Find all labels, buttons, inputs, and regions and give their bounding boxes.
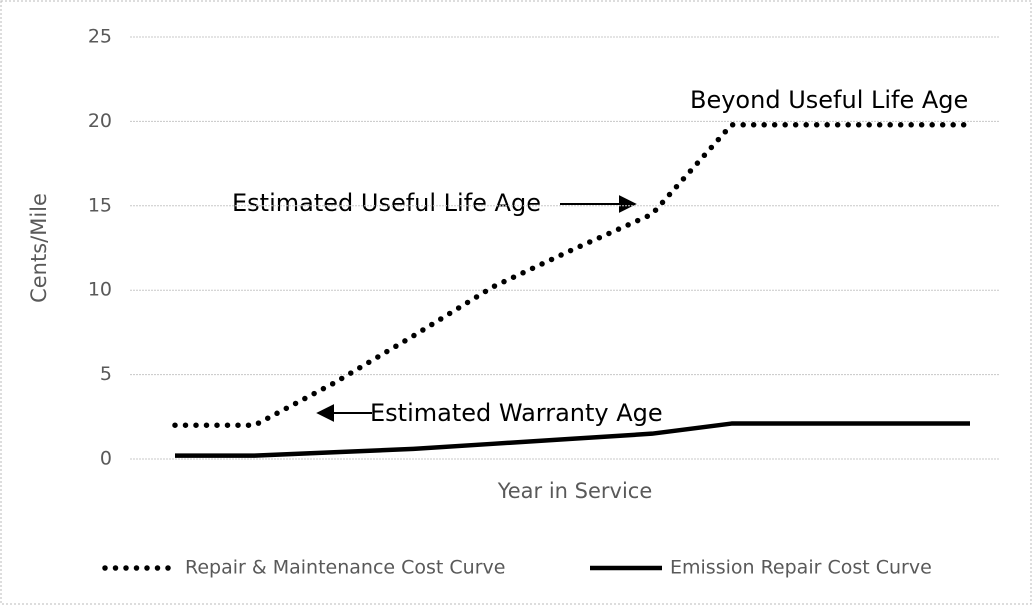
legend-label: Repair & Maintenance Cost Curve <box>185 557 505 579</box>
x-axis-label: Year in Service <box>497 479 653 503</box>
annotation: Estimated Warranty Age <box>370 399 663 427</box>
legend-label: Emission Repair Cost Curve <box>670 557 932 579</box>
series-line <box>175 421 970 458</box>
y-tick-label: 20 <box>88 110 112 132</box>
y-axis-label: Cents/Mile <box>27 193 51 303</box>
annotation: Estimated Useful Life Age <box>232 189 541 217</box>
series-line <box>172 122 973 428</box>
y-tick-label: 25 <box>88 26 112 48</box>
annotation: Beyond Useful Life Age <box>690 86 968 114</box>
y-tick-label: 15 <box>88 194 112 216</box>
y-tick-label: 0 <box>100 448 112 470</box>
y-tick-label: 10 <box>88 279 112 301</box>
y-tick-label: 5 <box>100 363 112 385</box>
